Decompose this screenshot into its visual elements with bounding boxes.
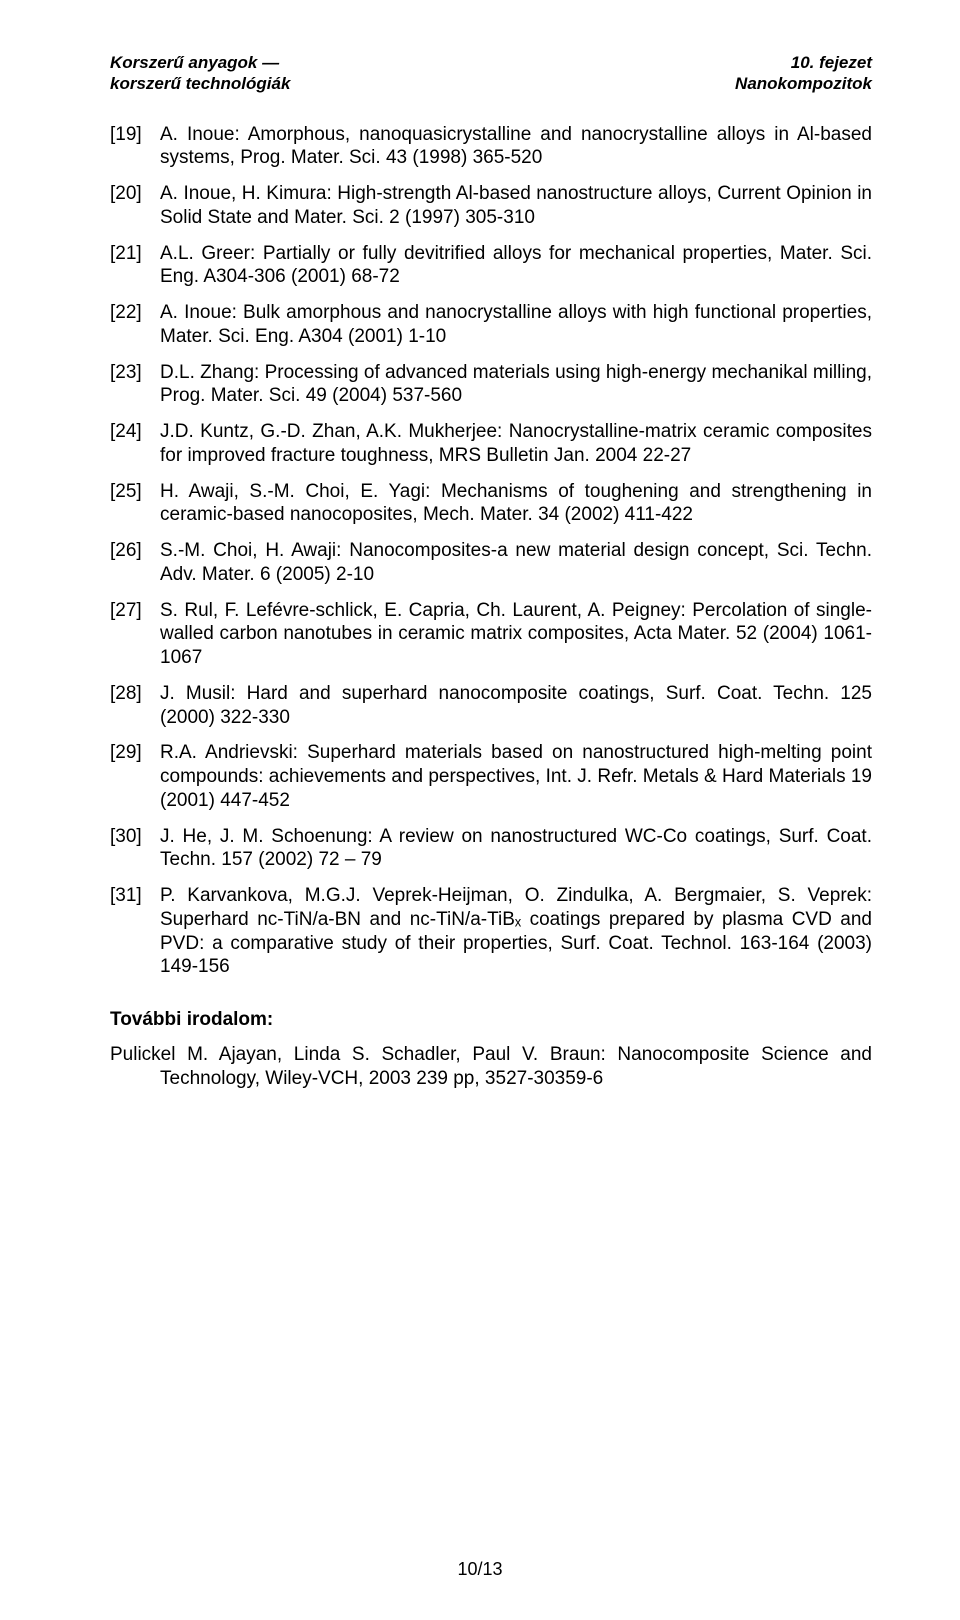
- reference-number: [20]: [110, 182, 160, 230]
- further-reading-heading: További irodalom:: [110, 1009, 872, 1031]
- reference-item: [27] S. Rul, F. Lefévre-schlick, E. Capr…: [110, 599, 872, 670]
- reference-item: [26] S.-M. Choi, H. Awaji: Nanocomposite…: [110, 539, 872, 587]
- reference-item: [19] A. Inoue: Amorphous, nanoquasicryst…: [110, 123, 872, 171]
- reference-item: [23] D.L. Zhang: Processing of advanced …: [110, 361, 872, 409]
- reference-item: [30] J. He, J. M. Schoenung: A review on…: [110, 825, 872, 873]
- reference-text: S. Rul, F. Lefévre-schlick, E. Capria, C…: [160, 599, 872, 670]
- reference-number: [29]: [110, 741, 160, 812]
- reference-number: [24]: [110, 420, 160, 468]
- reference-text: A. Inoue: Bulk amorphous and nanocrystal…: [160, 301, 872, 349]
- reference-number: [31]: [110, 884, 160, 979]
- reference-text: J. Musil: Hard and superhard nanocomposi…: [160, 682, 872, 730]
- reference-number: [30]: [110, 825, 160, 873]
- reference-item: [24] J.D. Kuntz, G.-D. Zhan, A.K. Mukher…: [110, 420, 872, 468]
- reference-text: A. Inoue: Amorphous, nanoquasicrystallin…: [160, 123, 872, 171]
- reference-item: [28] J. Musil: Hard and superhard nanoco…: [110, 682, 872, 730]
- reference-number: [27]: [110, 599, 160, 670]
- reference-item: [22] A. Inoue: Bulk amorphous and nanocr…: [110, 301, 872, 349]
- reference-number: [28]: [110, 682, 160, 730]
- further-reading-entry: Pulickel M. Ajayan, Linda S. Schadler, P…: [110, 1043, 872, 1091]
- reference-text: H. Awaji, S.-M. Choi, E. Yagi: Mechanism…: [160, 480, 872, 528]
- reference-item: [31] P. Karvankova, M.G.J. Veprek-Heijma…: [110, 884, 872, 979]
- reference-text: R.A. Andrievski: Superhard materials bas…: [160, 741, 872, 812]
- reference-number: [21]: [110, 242, 160, 290]
- reference-item: [25] H. Awaji, S.-M. Choi, E. Yagi: Mech…: [110, 480, 872, 528]
- reference-item: [20] A. Inoue, H. Kimura: High-strength …: [110, 182, 872, 230]
- reference-number: [26]: [110, 539, 160, 587]
- reference-text: P. Karvankova, M.G.J. Veprek-Heijman, O.…: [160, 884, 872, 979]
- header-right: 10. fejezet Nanokompozitok: [735, 52, 872, 95]
- header-left: Korszerű anyagok — korszerű technológiák: [110, 52, 290, 95]
- reference-text: D.L. Zhang: Processing of advanced mater…: [160, 361, 872, 409]
- further-reading-body: Pulickel M. Ajayan, Linda S. Schadler, P…: [110, 1043, 872, 1091]
- page-container: Korszerű anyagok — korszerű technológiák…: [0, 0, 960, 1620]
- reference-text: S.-M. Choi, H. Awaji: Nanocomposites-a n…: [160, 539, 872, 587]
- reference-text: A. Inoue, H. Kimura: High-strength Al-ba…: [160, 182, 872, 230]
- reference-item: [21] A.L. Greer: Partially or fully devi…: [110, 242, 872, 290]
- header-right-line2: Nanokompozitok: [735, 73, 872, 94]
- reference-text: J.D. Kuntz, G.-D. Zhan, A.K. Mukherjee: …: [160, 420, 872, 468]
- header-left-line2: korszerű technológiák: [110, 73, 290, 94]
- reference-text: A.L. Greer: Partially or fully devitrifi…: [160, 242, 872, 290]
- header-right-line1: 10. fejezet: [735, 52, 872, 73]
- page-number: 10/13: [0, 1559, 960, 1580]
- reference-text: J. He, J. M. Schoenung: A review on nano…: [160, 825, 872, 873]
- reference-number: [19]: [110, 123, 160, 171]
- reference-item: [29] R.A. Andrievski: Superhard material…: [110, 741, 872, 812]
- reference-number: [22]: [110, 301, 160, 349]
- page-header: Korszerű anyagok — korszerű technológiák…: [110, 52, 872, 95]
- reference-number: [25]: [110, 480, 160, 528]
- reference-number: [23]: [110, 361, 160, 409]
- header-left-line1: Korszerű anyagok —: [110, 52, 290, 73]
- references-list: [19] A. Inoue: Amorphous, nanoquasicryst…: [110, 123, 872, 980]
